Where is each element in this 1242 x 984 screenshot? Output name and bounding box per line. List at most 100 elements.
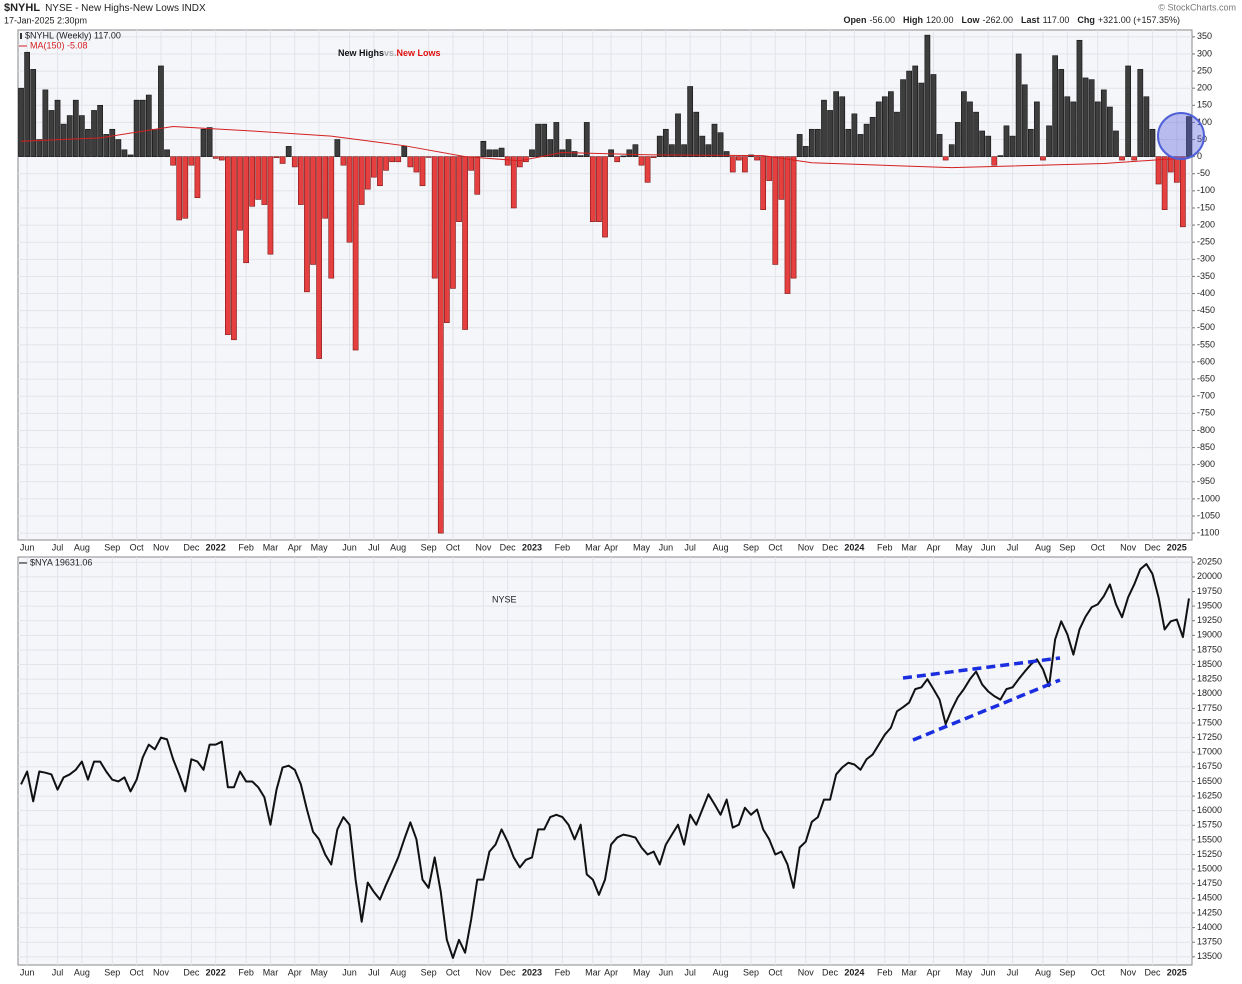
bar — [565, 139, 572, 157]
x-tick-label: Apr — [604, 542, 618, 552]
quote-value: -262.00 — [983, 15, 1014, 25]
x-tick-label: Jun — [342, 542, 357, 552]
bar — [456, 156, 462, 222]
bar — [894, 111, 900, 157]
x-tick-label: Oct — [1091, 967, 1106, 977]
x-tick-label: Dec — [500, 967, 517, 977]
bar — [961, 91, 967, 157]
bar — [681, 144, 687, 157]
bar — [395, 156, 402, 163]
quote-label: Low — [962, 15, 981, 25]
x-tick-label: Jun — [20, 967, 35, 977]
y-tick-label: 17000 — [1197, 747, 1222, 757]
bar — [875, 101, 882, 157]
bar — [808, 128, 815, 157]
x-tick-label: Jul — [52, 967, 64, 977]
y-tick-label: 200 — [1197, 83, 1212, 93]
x-tick-label: Aug — [390, 542, 406, 552]
plot-area — [17, 556, 1193, 966]
x-tick-label: Nov — [798, 967, 815, 977]
x-tick-label: Sep — [1059, 967, 1075, 977]
chart-title: New Highsvs.New Lows — [338, 48, 441, 58]
y-tick-label: -800 — [1197, 425, 1215, 435]
x-tick-label: Mar — [585, 967, 601, 977]
bar — [967, 101, 973, 157]
x-tick-label: Apr — [926, 967, 940, 977]
bar — [1180, 156, 1186, 228]
x-tick-label: 2022 — [206, 542, 226, 552]
bar — [705, 144, 712, 157]
bar — [152, 128, 158, 157]
bar — [1173, 156, 1180, 183]
x-tick-label: May — [311, 542, 329, 552]
x-tick-label: Aug — [74, 967, 90, 977]
y-tick-label: 350 — [1197, 31, 1212, 41]
y-tick-label: 250 — [1197, 65, 1212, 75]
trendline — [912, 678, 1061, 742]
x-tick-label: Apr — [604, 967, 618, 977]
header: $NYHL NYSE - New Highs-New Lows INDX — [4, 2, 206, 14]
y-tick-label: 17750 — [1197, 703, 1222, 713]
bar — [583, 122, 590, 157]
bar — [492, 149, 499, 157]
bar — [790, 156, 797, 279]
legend-swatch — [20, 33, 22, 39]
x-tick-label: Nov — [153, 967, 170, 977]
bar — [121, 149, 128, 157]
bar — [285, 146, 292, 157]
bar — [742, 156, 748, 173]
bar — [91, 110, 97, 157]
x-tick-label: Dec — [500, 542, 517, 552]
y-tick-label: 50 — [1197, 134, 1207, 144]
bar — [985, 135, 992, 157]
x-tick-label: Mar — [901, 542, 917, 552]
bar — [784, 156, 791, 294]
bar — [924, 34, 931, 157]
bar — [419, 156, 426, 187]
bar — [352, 156, 359, 351]
y-tick-label: -250 — [1197, 237, 1215, 247]
bar — [72, 99, 79, 157]
x-tick-label: Sep — [743, 542, 759, 552]
bar — [815, 128, 821, 157]
x-tick-label: Sep — [743, 967, 759, 977]
x-tick-label: Nov — [475, 542, 492, 552]
y-tick-label: 150 — [1197, 100, 1212, 110]
quote-label: Open — [843, 15, 866, 25]
y-tick-label: 20250 — [1197, 557, 1222, 567]
bar — [553, 122, 560, 157]
bar — [139, 99, 146, 157]
y-tick-label: -1100 — [1197, 528, 1219, 538]
x-tick-label: Dec — [183, 967, 200, 977]
x-tick-label: Apr — [288, 542, 302, 552]
legend-entry: $NYHL (Weekly) 117.00 — [25, 30, 121, 40]
bar — [596, 156, 602, 222]
x-tick-label: Feb — [555, 542, 571, 552]
quote: Open -56.00 High 120.00 Low -262.00 Last 117.00… — [843, 15, 1180, 25]
x-tick-label: Aug — [1035, 542, 1051, 552]
y-tick-label: -950 — [1197, 476, 1215, 486]
bar — [577, 155, 584, 157]
x-tick-label: 2023 — [522, 967, 542, 977]
x-tick-label: Sep — [1059, 542, 1075, 552]
bar — [608, 149, 614, 157]
y-tick-label: 18000 — [1197, 688, 1222, 698]
bar — [60, 123, 67, 157]
bar — [407, 156, 414, 168]
x-tick-label: Jul — [368, 967, 380, 977]
y-tick-label: 100 — [1197, 117, 1212, 127]
legend-entry: $NYA 19631.06 — [30, 557, 92, 567]
y-tick-label: -150 — [1197, 202, 1215, 212]
bar — [1094, 101, 1101, 157]
x-tick-label: Feb — [238, 542, 254, 552]
bar — [1064, 96, 1071, 157]
x-tick-label: Dec — [1144, 967, 1161, 977]
bar — [535, 123, 541, 157]
y-tick-label: -550 — [1197, 339, 1215, 349]
quote-label: Last — [1021, 15, 1040, 25]
y-tick-label: -300 — [1197, 254, 1215, 264]
bar — [632, 144, 639, 157]
bar — [626, 149, 633, 157]
bar — [675, 113, 681, 157]
bar — [1082, 77, 1089, 157]
